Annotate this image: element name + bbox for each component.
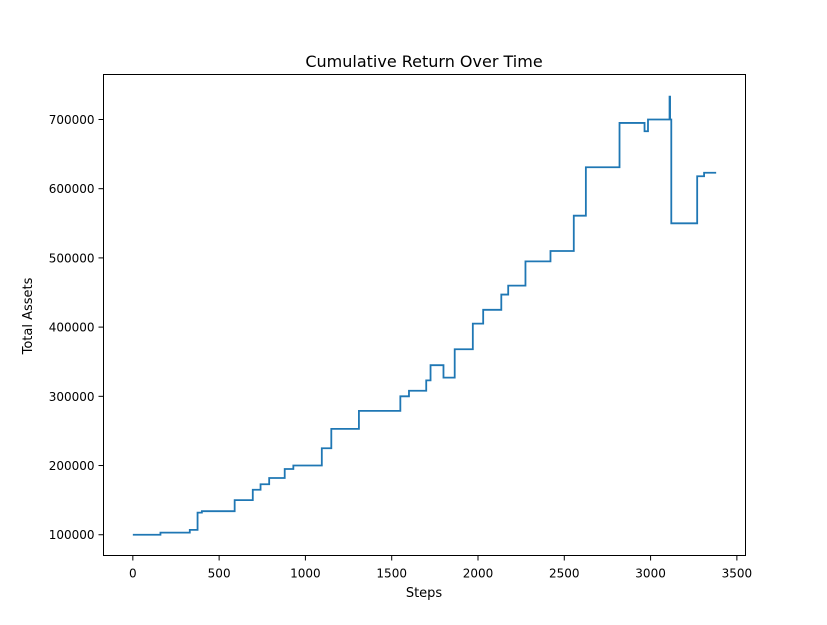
x-tick-label: 3000 [635,567,666,581]
x-axis: 0 500 1000 1500 2000 2500 3000 3500 [129,555,753,581]
x-tick-label: 2000 [463,567,494,581]
y-tick-label: 400000 [49,321,95,335]
x-axis-label: Steps [406,586,443,601]
chart-title: Cumulative Return Over Time [305,52,542,71]
y-tick-label: 700000 [49,113,95,127]
y-axis: 100000 200000 300000 400000 500000 600000 7000… [49,113,104,542]
x-tick-label: 1500 [376,567,407,581]
y-tick-label: 300000 [49,390,95,404]
x-tick-label: 3500 [722,567,753,581]
x-tick-label: 2500 [549,567,580,581]
x-tick-label: 500 [208,567,231,581]
y-tick-label: 100000 [49,528,95,542]
series-line [132,95,717,536]
y-tick-label: 600000 [49,182,95,196]
plot-area: 0 500 1000 1500 2000 2500 3000 3500 100000 20000… [49,74,753,581]
x-tick-label: 1000 [290,567,321,581]
x-tick-label: 0 [129,567,137,581]
plot-frame [103,74,746,556]
y-axis-label: Total Assets [21,277,36,355]
y-tick-label: 500000 [49,251,95,265]
y-tick-label: 200000 [49,459,95,473]
